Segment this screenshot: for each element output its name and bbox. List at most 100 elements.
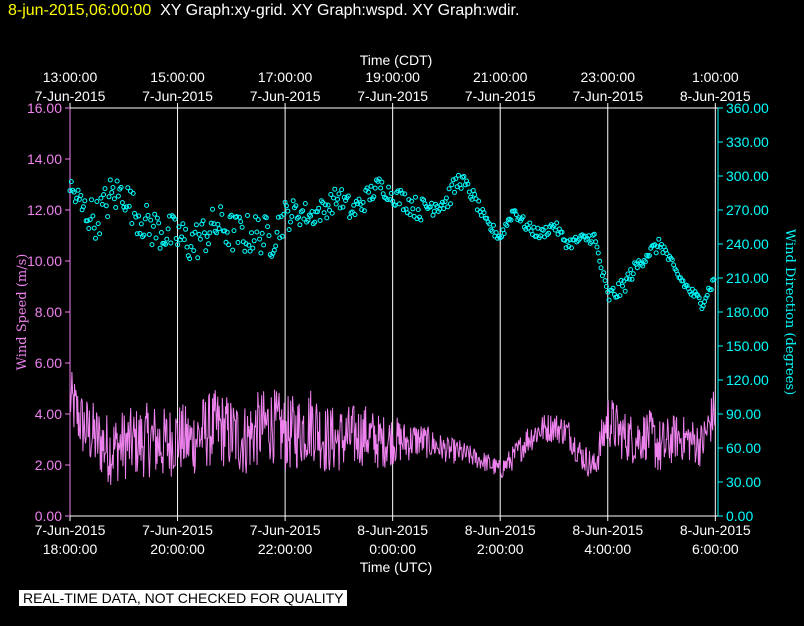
top-tick-label-date: 7-Jun-2015 [35, 88, 106, 104]
wind-direction-point [118, 184, 124, 190]
top-tick-label-date: 7-Jun-2015 [250, 88, 321, 104]
wind-direction-point [337, 205, 343, 211]
wind-direction-point [366, 189, 371, 195]
wind-direction-point [228, 212, 234, 218]
wind-direction-point [114, 178, 120, 184]
wind-direction-point [431, 208, 437, 214]
wind-direction-point [339, 187, 345, 193]
wind-direction-point [523, 226, 529, 232]
wind-direction-point [145, 212, 151, 218]
wind-direction-point [664, 251, 670, 257]
wind-direction-point [300, 208, 306, 214]
wind-direction-point [80, 204, 86, 210]
wind-direction-point [402, 191, 408, 197]
wind-direction-point [168, 240, 174, 246]
wind-direction-point [105, 214, 111, 220]
wind-direction-point [481, 210, 487, 216]
wind-direction-point [219, 211, 225, 217]
wind-direction-point [327, 207, 332, 213]
wind-direction-point [87, 217, 93, 223]
wind-direction-point [192, 229, 198, 235]
left-tick-label: 0.00 [35, 508, 62, 524]
wind-direction-point [285, 208, 291, 214]
wind-direction-point [249, 230, 254, 236]
wind-direction-point [98, 195, 104, 201]
wind-direction-point [136, 213, 142, 219]
bottom-tick-label-time: 4:00:00 [584, 541, 631, 557]
bottom-tick-label-time: 6:00:00 [692, 541, 739, 557]
wind-direction-point [409, 198, 414, 204]
wind-direction-point [331, 195, 336, 201]
top-axis-label: Time (CDT) [360, 52, 433, 68]
wind-direction-point [74, 195, 80, 201]
wind-direction-point [430, 212, 436, 218]
wind-direction-point [598, 265, 604, 271]
wind-direction-point [569, 245, 574, 251]
wind-direction-point [164, 236, 170, 242]
wind-direction-point [153, 235, 159, 241]
wind-direction-point [258, 250, 264, 256]
wind-direction-point [493, 230, 499, 236]
wind-direction-point [218, 204, 224, 210]
wind-direction-point [294, 215, 300, 221]
wind-direction-point [379, 179, 385, 185]
bottom-axis-label: Time (UTC) [360, 559, 433, 575]
top-tick-label-time: 15:00:00 [150, 69, 205, 85]
wind-direction-point [508, 217, 514, 223]
wind-direction-point [93, 235, 98, 241]
wind-direction-point [312, 219, 318, 225]
wind-direction-point [595, 250, 601, 256]
top-tick-label-date: 7-Jun-2015 [357, 88, 428, 104]
bottom-tick-label-date: 8-Jun-2015 [465, 522, 536, 538]
wind-direction-point [452, 189, 457, 195]
wind-direction-point [94, 199, 100, 204]
wind-direction-point [333, 201, 339, 207]
wind-direction-point [183, 226, 189, 232]
wind-direction-point [150, 223, 156, 229]
wind-direction-point [322, 202, 328, 208]
wind-direction-point [125, 185, 131, 191]
wind-direction-point [90, 213, 96, 219]
wind-direction-point [261, 242, 267, 248]
wind-direction-point [620, 283, 625, 289]
wind-direction-point [247, 248, 253, 254]
wind-direction-point [563, 245, 569, 251]
wind-direction-point [527, 220, 533, 226]
wind-direction-point [144, 202, 150, 208]
wind-direction-point [400, 207, 406, 213]
wind-direction-point [141, 232, 147, 238]
wind-direction-point [246, 242, 252, 248]
wind-direction-point [279, 233, 285, 239]
wind-direction-point [606, 297, 612, 303]
wind-direction-point [669, 257, 675, 263]
graph-header: 8-jun-2015,06:00:00 XY Graph:xy-grid. XY… [8, 2, 519, 20]
wind-direction-point [290, 198, 296, 204]
wind-direction-point [441, 206, 447, 212]
wind-direction-point [231, 228, 237, 234]
wind-direction-point [175, 242, 181, 248]
wind-direction-point [288, 219, 293, 225]
wind-direction-point [78, 193, 84, 198]
wind-direction-point [585, 236, 591, 241]
wind-direction-point [254, 229, 260, 235]
wind-direction-point [129, 221, 135, 226]
wind-direction-point [130, 190, 136, 196]
wind-direction-point [99, 201, 105, 207]
left-tick-label: 8.00 [35, 304, 62, 320]
wind-direction-point [622, 288, 628, 294]
wind-direction-point [413, 194, 418, 200]
wind-direction-point [367, 197, 373, 203]
wind-direction-point [478, 213, 484, 218]
wind-direction-point [626, 276, 632, 282]
wind-direction-point [253, 214, 258, 220]
top-tick-label-date: 8-Jun-2015 [680, 88, 751, 104]
wind-direction-point [103, 203, 109, 209]
wind-direction-point [610, 285, 616, 291]
wind-direction-point [255, 217, 261, 223]
wind-direction-point [215, 221, 221, 227]
wind-direction-point [552, 227, 558, 233]
wind-direction-point [602, 278, 608, 284]
wind-direction-point [95, 221, 101, 227]
wind-direction-point [449, 182, 455, 188]
wind-direction-point [349, 209, 355, 215]
